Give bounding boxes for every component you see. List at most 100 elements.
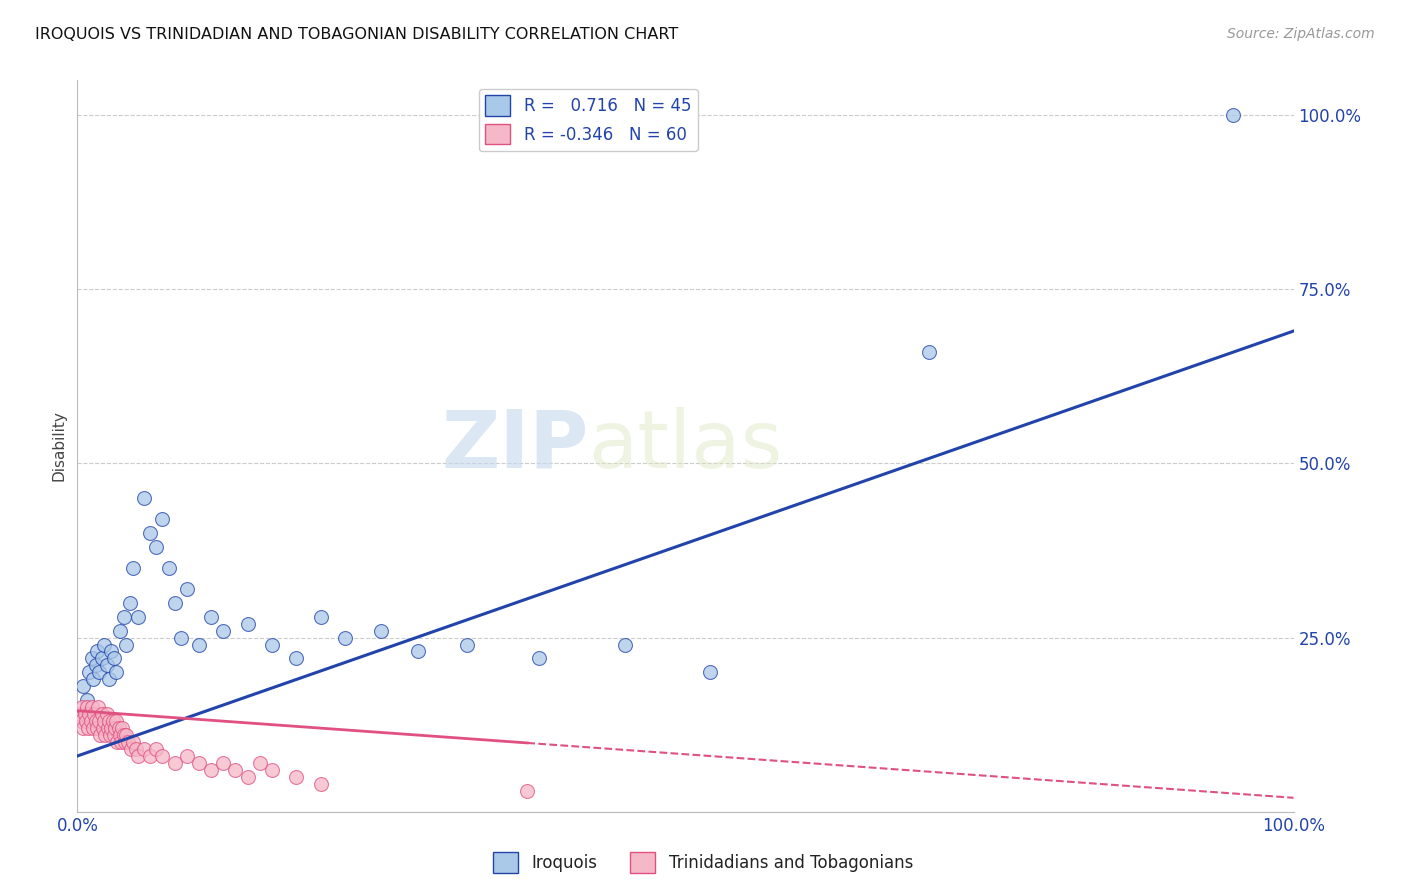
Point	[69, 707, 91, 722]
Point	[176, 582, 198, 596]
Point	[145, 742, 167, 756]
Point	[613, 638, 636, 652]
Text: IROQUOIS VS TRINIDADIAN AND TOBAGONIAN DISABILITY CORRELATION CHART: IROQUOIS VS TRINIDADIAN AND TOBAGONIAN D…	[35, 27, 679, 42]
Point	[212, 756, 235, 770]
Point	[94, 728, 117, 742]
Point	[122, 561, 145, 575]
Point	[456, 638, 478, 652]
Point	[89, 665, 111, 680]
Text: ZIP: ZIP	[441, 407, 588, 485]
Point	[75, 714, 97, 728]
Text: atlas: atlas	[588, 407, 783, 485]
Point	[80, 700, 103, 714]
Point	[200, 763, 222, 777]
Point	[93, 638, 115, 652]
Point	[84, 714, 107, 728]
Legend: Iroquois, Trinidadians and Tobagonians: Iroquois, Trinidadians and Tobagonians	[486, 846, 920, 880]
Point	[122, 735, 145, 749]
Point	[98, 728, 121, 742]
Text: Source: ZipAtlas.com: Source: ZipAtlas.com	[1227, 27, 1375, 41]
Point	[285, 770, 308, 784]
Point	[87, 700, 110, 714]
Point	[101, 714, 124, 728]
Point	[82, 673, 104, 687]
Point	[73, 707, 96, 722]
Point	[90, 651, 112, 665]
Point	[125, 742, 148, 756]
Point	[529, 651, 551, 665]
Point	[139, 526, 162, 541]
Point	[188, 638, 211, 652]
Point	[111, 721, 134, 735]
Point	[115, 638, 138, 652]
Point	[108, 728, 131, 742]
Point	[82, 721, 104, 735]
Point	[100, 644, 122, 658]
Point	[188, 756, 211, 770]
Point	[170, 631, 193, 645]
Y-axis label: Disability: Disability	[51, 410, 66, 482]
Legend: R =   0.716   N = 45, R = -0.346   N = 60: R = 0.716 N = 45, R = -0.346 N = 60	[478, 88, 697, 151]
Point	[200, 609, 222, 624]
Point	[91, 721, 114, 735]
Point	[76, 700, 98, 714]
Point	[145, 540, 167, 554]
Point	[89, 714, 111, 728]
Point	[406, 644, 429, 658]
Point	[309, 609, 332, 624]
Point	[118, 596, 141, 610]
Point	[97, 721, 120, 735]
Point	[86, 721, 108, 735]
Point	[163, 596, 186, 610]
Point	[134, 742, 156, 756]
Point	[120, 742, 142, 756]
Point	[333, 631, 356, 645]
Point	[83, 707, 105, 722]
Point	[176, 749, 198, 764]
Point	[76, 693, 98, 707]
Point	[260, 638, 283, 652]
Point	[1222, 108, 1244, 122]
Point	[93, 714, 115, 728]
Point	[249, 756, 271, 770]
Point	[110, 735, 132, 749]
Point	[72, 721, 94, 735]
Point	[86, 644, 108, 658]
Point	[104, 721, 127, 735]
Point	[100, 721, 122, 735]
Point	[97, 673, 120, 687]
Point	[77, 721, 100, 735]
Point	[139, 749, 162, 764]
Point	[224, 763, 246, 777]
Point	[80, 651, 103, 665]
Point	[163, 756, 186, 770]
Point	[285, 651, 308, 665]
Point	[152, 512, 174, 526]
Point	[96, 707, 118, 722]
Point	[516, 784, 538, 798]
Point	[107, 721, 129, 735]
Point	[70, 714, 93, 728]
Point	[105, 665, 128, 680]
Point	[103, 651, 125, 665]
Point	[80, 714, 103, 728]
Point	[96, 658, 118, 673]
Point	[72, 679, 94, 693]
Point	[79, 665, 101, 680]
Point	[114, 735, 136, 749]
Point	[105, 714, 128, 728]
Point	[212, 624, 235, 638]
Point	[134, 491, 156, 506]
Point	[236, 616, 259, 631]
Point	[127, 749, 149, 764]
Point	[70, 700, 93, 714]
Point	[370, 624, 392, 638]
Point	[90, 707, 112, 722]
Point	[127, 609, 149, 624]
Point	[309, 777, 332, 791]
Point	[108, 624, 131, 638]
Point	[103, 728, 125, 742]
Point	[79, 707, 101, 722]
Point	[117, 735, 139, 749]
Point	[236, 770, 259, 784]
